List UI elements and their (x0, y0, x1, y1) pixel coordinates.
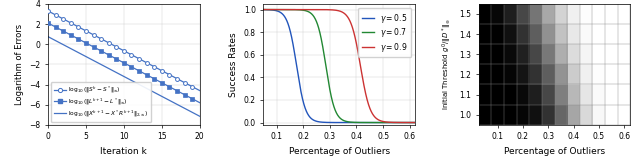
Line: $\gamma = 0.7$: $\gamma = 0.7$ (264, 10, 415, 123)
$\gamma = 0.5$ (268, 9, 275, 11)
$\gamma = 0.9$ (329, 9, 337, 11)
$\gamma = 0.5$ (260, 9, 268, 11)
Y-axis label: Logarithm of Errors: Logarithm of Errors (15, 24, 24, 105)
X-axis label: Percentage of Outliers: Percentage of Outliers (504, 147, 605, 156)
$\gamma = 0.5$ (329, 122, 337, 123)
$\gamma = 0.5$ (411, 122, 419, 124)
$\gamma = 0.9$ (379, 120, 387, 122)
$\gamma = 0.5$ (333, 122, 341, 123)
Line: $\gamma = 0.5$: $\gamma = 0.5$ (264, 10, 415, 123)
X-axis label: Percentage of Outliers: Percentage of Outliers (289, 147, 390, 156)
$\gamma = 0.5$ (379, 122, 387, 124)
$\gamma = 0.7$ (268, 9, 275, 10)
$\gamma = 0.5$ (407, 122, 415, 124)
Y-axis label: Initial Threshold $g^0/\|D^*\|_\infty$: Initial Threshold $g^0/\|D^*\|_\infty$ (440, 18, 454, 110)
$\gamma = 0.7$ (260, 9, 268, 10)
$\gamma = 0.9$ (407, 122, 415, 123)
$\gamma = 0.7$ (333, 113, 341, 115)
$\gamma = 0.7$ (407, 122, 415, 124)
Y-axis label: Success Rates: Success Rates (229, 32, 238, 97)
Legend: $\gamma = 0.5$, $\gamma = 0.7$, $\gamma = 0.9$: $\gamma = 0.5$, $\gamma = 0.7$, $\gamma … (358, 8, 412, 57)
Legend: $\log_{10}(\|S^k - S^*\|_\infty)$, $\log_{10}(\|L^{k+1} - L^*\|_\infty)$, $\log_: $\log_{10}(\|S^k - S^*\|_\infty)$, $\log… (51, 82, 151, 122)
$\gamma = 0.7$ (406, 122, 414, 124)
$\gamma = 0.9$ (260, 9, 268, 10)
$\gamma = 0.7$ (379, 122, 387, 124)
$\gamma = 0.9$ (406, 122, 414, 123)
$\gamma = 0.7$ (411, 122, 419, 124)
$\gamma = 0.9$ (333, 10, 341, 11)
$\gamma = 0.9$ (268, 9, 275, 10)
$\gamma = 0.9$ (411, 122, 419, 124)
X-axis label: Iteration k: Iteration k (100, 147, 147, 156)
$\gamma = 0.7$ (329, 103, 337, 105)
$\gamma = 0.5$ (406, 122, 414, 124)
Line: $\gamma = 0.9$: $\gamma = 0.9$ (264, 10, 415, 123)
